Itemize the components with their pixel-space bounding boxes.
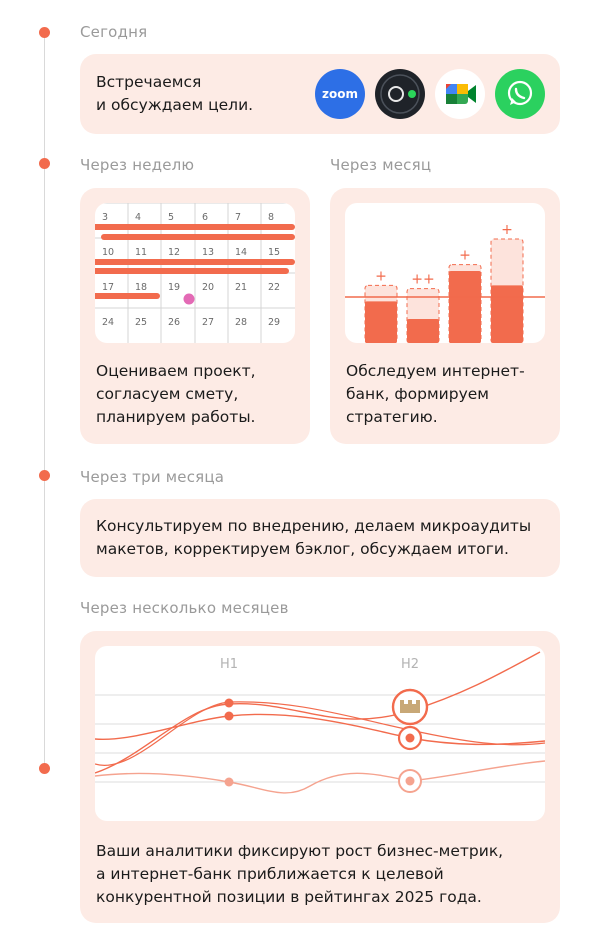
camera-app-icon bbox=[375, 69, 425, 119]
month-text-line: стратегию. bbox=[346, 408, 438, 426]
whatsapp-icon bbox=[495, 69, 545, 119]
google-meet-icon bbox=[435, 69, 485, 119]
whatsapp-glyph bbox=[507, 80, 533, 106]
three-months-card: Консультируем по внедрению, делаем микро… bbox=[80, 499, 560, 577]
h2-label: H2 bbox=[401, 657, 419, 672]
timeline-dot bbox=[39, 763, 50, 774]
calendar-day: 22 bbox=[268, 282, 280, 293]
three-months-text-line: макетов, корректируем бэклог, обсуждаем … bbox=[96, 540, 509, 558]
castle-icon bbox=[400, 700, 420, 713]
stage-label-month: Через месяц bbox=[330, 156, 432, 174]
zoom-icon-label: zoom bbox=[322, 87, 358, 101]
several-months-text-line: конкурентной позиции в рейтингах 2025 го… bbox=[96, 888, 482, 906]
camera-app-glyph bbox=[380, 74, 420, 114]
metrics-chart: H1 H2 bbox=[95, 651, 545, 794]
bar-value bbox=[449, 271, 481, 343]
several-months-text-line: а интернет-банк приближается к целевой bbox=[96, 865, 444, 883]
calendar-day: 29 bbox=[268, 317, 280, 328]
timeline-line bbox=[44, 32, 45, 768]
several-months-text-line: Ваши аналитики фиксируют рост бизнес-мет… bbox=[96, 842, 504, 860]
calendar-day: 10 bbox=[102, 247, 114, 258]
calendar-day: 19 bbox=[168, 282, 180, 293]
timeline-dot bbox=[39, 470, 50, 481]
month-text-line: банк, формируем bbox=[346, 385, 489, 403]
bars-panel: + ++ + + bbox=[345, 203, 545, 343]
bar-marker: ++ bbox=[411, 272, 434, 288]
today-card: Встречаемся и обсуждаем цели. zoom bbox=[80, 54, 560, 134]
calendar-day: 3 bbox=[102, 212, 108, 223]
week-text-line: согласуем смету, bbox=[96, 385, 239, 403]
calendar-day: 27 bbox=[202, 317, 214, 328]
calendar-day: 5 bbox=[168, 212, 174, 223]
calendar-day: 11 bbox=[135, 247, 147, 258]
calendar-day: 28 bbox=[235, 317, 247, 328]
calendar-day: 6 bbox=[202, 212, 208, 223]
month-text-line: Обследуем интернет- bbox=[346, 362, 525, 380]
google-meet-glyph bbox=[446, 84, 476, 104]
calendar-day: 15 bbox=[268, 247, 280, 258]
bar-value bbox=[365, 301, 397, 343]
stage-label-week: Через неделю bbox=[80, 156, 195, 174]
timeline-dot bbox=[39, 27, 50, 38]
calendar-day: 13 bbox=[202, 247, 214, 258]
calendar-day: 4 bbox=[135, 212, 141, 223]
today-text: Встречаемся и обсуждаем цели. bbox=[96, 71, 253, 117]
calendar: 3 4 5 6 7 8 10 11 12 13 14 15 17 18 19 20 21 22 24 25 26 27 28… bbox=[95, 203, 295, 343]
calendar-day: 26 bbox=[168, 317, 180, 328]
bar-value bbox=[407, 319, 439, 343]
timeline-dot bbox=[39, 158, 50, 169]
metrics-chart-panel: H1 H2 bbox=[95, 646, 545, 821]
calendar-day: 20 bbox=[202, 282, 214, 293]
calendar-day: 7 bbox=[235, 212, 241, 223]
several-months-card: H1 H2 bbox=[80, 631, 560, 923]
calendar-day: 21 bbox=[235, 282, 247, 293]
three-months-text: Консультируем по внедрению, делаем микро… bbox=[96, 515, 531, 561]
stage-label-several-months: Через несколько месяцев bbox=[80, 599, 289, 617]
bar-marker: + bbox=[501, 222, 513, 238]
calendar-day: 18 bbox=[135, 282, 147, 293]
calendar-day: 17 bbox=[102, 282, 114, 293]
bar-marker: + bbox=[375, 268, 387, 284]
month-text: Обследуем интернет- банк, формируем стра… bbox=[346, 360, 525, 429]
several-months-text: Ваши аналитики фиксируют рост бизнес-мет… bbox=[96, 840, 503, 909]
calendar-panel: 3 4 5 6 7 8 10 11 12 13 14 15 17 18 19 20 21 22 24 25 26 27 28… bbox=[95, 203, 295, 343]
calendar-day: 24 bbox=[102, 317, 114, 328]
week-card: 3 4 5 6 7 8 10 11 12 13 14 15 17 18 19 20 21 22 24 25 26 27 28… bbox=[80, 188, 310, 444]
calendar-day: 12 bbox=[168, 247, 180, 258]
bar-marker: + bbox=[459, 248, 471, 264]
month-card: + ++ + + Обследуем интернет- банк, формируе… bbox=[330, 188, 560, 444]
zoom-icon: zoom bbox=[315, 69, 365, 119]
bar-value bbox=[491, 285, 523, 343]
week-text-line: Оцениваем проект, bbox=[96, 362, 256, 380]
three-months-text-line: Консультируем по внедрению, делаем микро… bbox=[96, 517, 532, 535]
week-text-line: планируем работы. bbox=[96, 408, 256, 426]
h1-label: H1 bbox=[220, 657, 238, 672]
today-text-line: Встречаемся bbox=[96, 73, 202, 91]
stage-label-three-months: Через три месяца bbox=[80, 468, 225, 486]
today-text-line: и обсуждаем цели. bbox=[96, 96, 254, 114]
week-text: Оцениваем проект, согласуем смету, плани… bbox=[96, 360, 256, 429]
calendar-day: 8 bbox=[268, 212, 274, 223]
calendar-day: 25 bbox=[135, 317, 147, 328]
calendar-day: 14 bbox=[235, 247, 247, 258]
bars-chart: + ++++ bbox=[345, 222, 545, 343]
stage-label-today: Сегодня bbox=[80, 23, 148, 41]
